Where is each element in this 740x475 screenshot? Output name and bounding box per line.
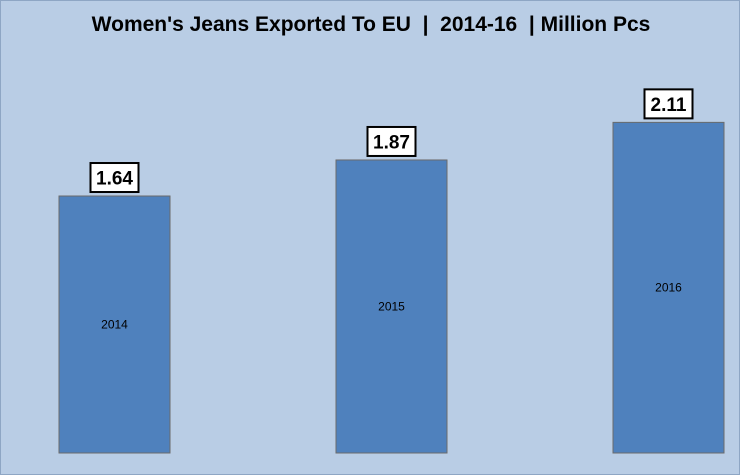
bar-2014 [58, 195, 171, 454]
category-label-2016: 2016 [655, 281, 682, 295]
chart-title: Women's Jeans Exported To EU | 2014-16 |… [91, 13, 651, 36]
bar-2015 [335, 159, 448, 454]
value-label-box-2016 [643, 88, 694, 120]
value-label-box-2015 [366, 125, 417, 157]
category-label-2015: 2015 [378, 299, 405, 313]
value-label-box-2014 [89, 162, 140, 194]
data-label-2015: 1.87 [373, 132, 410, 153]
data-label-2014: 1.64 [96, 169, 133, 190]
data-label-2016: 2.11 [651, 95, 687, 116]
category-label-2014: 2014 [101, 318, 128, 332]
bar-2016 [612, 121, 725, 454]
